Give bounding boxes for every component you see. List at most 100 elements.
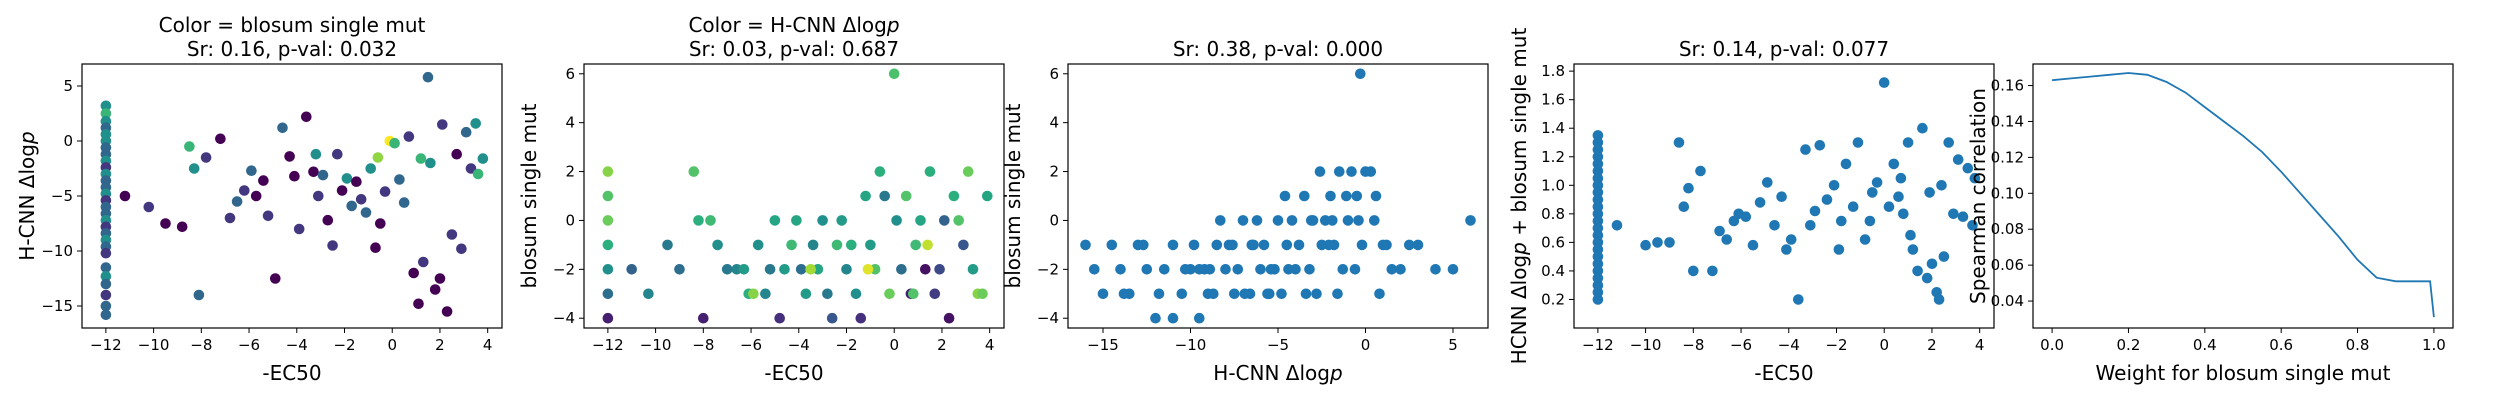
data-point-49 bbox=[289, 170, 300, 182]
data-point-51 bbox=[1814, 140, 1826, 151]
data-point-46 bbox=[1785, 234, 1797, 245]
y-tick-label: 0.8 bbox=[1541, 205, 1565, 223]
data-point-9 bbox=[643, 288, 654, 300]
data-point-46 bbox=[1215, 215, 1226, 226]
data-point-87 bbox=[470, 118, 482, 129]
data-point-5 bbox=[1097, 288, 1109, 300]
data-point-55 bbox=[322, 214, 334, 226]
data-point-88 bbox=[472, 168, 484, 180]
data-point-48 bbox=[284, 151, 295, 162]
data-point-52 bbox=[900, 190, 912, 202]
data-point-62 bbox=[355, 194, 367, 205]
x-tick-label: −4 bbox=[788, 336, 810, 354]
data-point-26 bbox=[774, 312, 785, 324]
data-point-7 bbox=[602, 312, 614, 324]
y-tick-label: −4 bbox=[553, 309, 575, 327]
x-tick-label: 5 bbox=[1448, 336, 1458, 354]
data-point-60 bbox=[1871, 177, 1883, 188]
data-point-49 bbox=[888, 68, 900, 80]
data-point-87 bbox=[1327, 215, 1338, 226]
x-tick-label: 4 bbox=[1975, 336, 1985, 354]
y-tick-label: −4 bbox=[1037, 309, 1059, 327]
data-point-14 bbox=[1176, 288, 1188, 300]
x-tick-label: −10 bbox=[640, 336, 672, 354]
data-point-76 bbox=[422, 71, 434, 83]
y-tick-label: −2 bbox=[1037, 260, 1059, 278]
data-point-80 bbox=[1967, 220, 1978, 231]
data-point-51 bbox=[896, 264, 907, 275]
x-tick-label: 1.0 bbox=[2422, 336, 2446, 354]
data-point-75 bbox=[1265, 264, 1277, 275]
data-point-71 bbox=[398, 197, 410, 208]
data-point-80 bbox=[437, 119, 448, 130]
data-point-57 bbox=[1311, 288, 1322, 300]
data-point-25 bbox=[1611, 220, 1623, 231]
data-point-61 bbox=[1346, 166, 1357, 177]
data-point-36 bbox=[1369, 215, 1380, 226]
data-point-12 bbox=[688, 166, 700, 177]
data-point-66 bbox=[1404, 239, 1415, 251]
data-point-53 bbox=[313, 190, 324, 202]
data-point-85 bbox=[460, 126, 472, 138]
chart-panel-2: −12 −10 −8 −6 −4 −2 0 2 4 −4 −2 0 2 4 6 -EC50 blosum sin… bbox=[517, 13, 1005, 385]
y-tick-label: 0.6 bbox=[1541, 233, 1565, 251]
data-point-68 bbox=[1279, 190, 1291, 202]
y-tick-label: 1.8 bbox=[1541, 62, 1565, 80]
data-point-43 bbox=[1188, 239, 1200, 251]
data-point-17 bbox=[721, 264, 733, 275]
data-point-56 bbox=[327, 240, 338, 251]
data-point-28 bbox=[1299, 190, 1310, 202]
y-axis-label: HCNN Δlogp + blosum single mut bbox=[1507, 28, 1531, 365]
data-point-41 bbox=[1754, 197, 1766, 208]
y-tick-label: 4 bbox=[565, 114, 575, 132]
data-point-23 bbox=[100, 247, 112, 259]
x-tick-label: 2 bbox=[1927, 336, 1937, 354]
data-point-22 bbox=[752, 239, 764, 251]
y-tick-label: 0 bbox=[1049, 211, 1059, 229]
data-point-36 bbox=[193, 289, 205, 301]
data-point-50 bbox=[293, 223, 305, 235]
data-point-84 bbox=[1924, 187, 1935, 198]
data-point-64 bbox=[958, 239, 969, 251]
y-axis-label: H-CNN Δlogp bbox=[15, 131, 39, 260]
data-point-64 bbox=[365, 163, 377, 174]
data-point-64 bbox=[1893, 191, 1904, 202]
y-tick-label: 0.2 bbox=[1541, 290, 1565, 308]
data-point-84 bbox=[1353, 215, 1364, 226]
data-point-48 bbox=[1232, 264, 1244, 275]
x-axis-label: -EC50 bbox=[764, 361, 823, 385]
data-point-70 bbox=[862, 264, 874, 275]
data-point-57 bbox=[1852, 137, 1864, 148]
data-point-27 bbox=[779, 264, 790, 275]
data-point-45 bbox=[1208, 288, 1219, 300]
data-point-69 bbox=[1314, 166, 1326, 177]
data-point-39 bbox=[1740, 211, 1752, 222]
x-tick-label: 4 bbox=[483, 336, 493, 354]
data-point-47 bbox=[277, 122, 288, 134]
x-tick-label: 0.6 bbox=[2269, 336, 2293, 354]
data-point-30 bbox=[119, 190, 131, 202]
data-point-30 bbox=[795, 264, 807, 275]
data-point-28 bbox=[786, 239, 797, 251]
data-point-46 bbox=[270, 273, 281, 284]
data-point-78 bbox=[429, 284, 441, 295]
scatter-points bbox=[1080, 68, 1476, 324]
data-point-19 bbox=[738, 264, 750, 275]
data-point-65 bbox=[1386, 264, 1398, 275]
data-point-36 bbox=[1721, 234, 1732, 245]
x-tick-label: −2 bbox=[1825, 336, 1847, 354]
data-point-70 bbox=[1341, 190, 1352, 202]
data-point-34 bbox=[1707, 265, 1718, 277]
data-point-82 bbox=[1283, 264, 1294, 275]
x-axis-label: -EC50 bbox=[262, 361, 321, 385]
x-tick-label: −6 bbox=[740, 336, 762, 354]
data-point-75 bbox=[1943, 137, 1954, 148]
x-tick-label: −10 bbox=[138, 336, 170, 354]
x-tick-label: −10 bbox=[1175, 336, 1207, 354]
data-point-31 bbox=[143, 201, 155, 213]
data-point-54 bbox=[1833, 244, 1845, 255]
data-point-48 bbox=[1800, 144, 1811, 155]
data-point-69 bbox=[982, 190, 993, 202]
data-point-2 bbox=[100, 108, 112, 119]
data-point-91 bbox=[415, 153, 427, 164]
